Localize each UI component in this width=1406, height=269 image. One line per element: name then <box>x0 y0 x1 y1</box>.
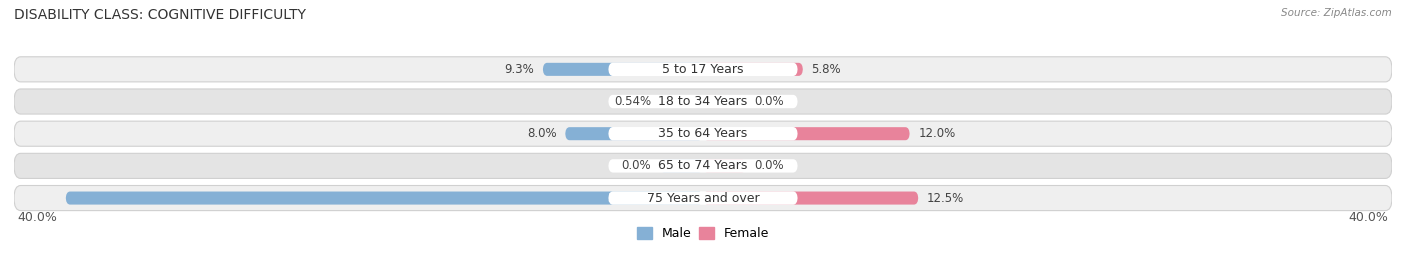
FancyBboxPatch shape <box>609 95 797 108</box>
FancyBboxPatch shape <box>14 89 1392 114</box>
FancyBboxPatch shape <box>703 159 747 172</box>
FancyBboxPatch shape <box>609 127 797 140</box>
FancyBboxPatch shape <box>703 95 747 108</box>
FancyBboxPatch shape <box>14 153 1392 178</box>
Legend: Male, Female: Male, Female <box>631 222 775 245</box>
Text: 12.5%: 12.5% <box>927 192 965 204</box>
FancyBboxPatch shape <box>659 159 703 172</box>
Text: 35 to 64 Years: 35 to 64 Years <box>658 127 748 140</box>
Text: 8.0%: 8.0% <box>527 127 557 140</box>
FancyBboxPatch shape <box>693 95 703 108</box>
FancyBboxPatch shape <box>703 63 803 76</box>
FancyBboxPatch shape <box>14 57 1392 82</box>
FancyBboxPatch shape <box>609 159 797 172</box>
Text: 40.0%: 40.0% <box>1348 211 1389 224</box>
FancyBboxPatch shape <box>703 127 910 140</box>
Text: 65 to 74 Years: 65 to 74 Years <box>658 159 748 172</box>
FancyBboxPatch shape <box>66 192 703 205</box>
FancyBboxPatch shape <box>565 127 703 140</box>
Text: Source: ZipAtlas.com: Source: ZipAtlas.com <box>1281 8 1392 18</box>
Text: 0.54%: 0.54% <box>614 95 651 108</box>
Text: 75 Years and over: 75 Years and over <box>647 192 759 204</box>
Text: DISABILITY CLASS: COGNITIVE DIFFICULTY: DISABILITY CLASS: COGNITIVE DIFFICULTY <box>14 8 307 22</box>
FancyBboxPatch shape <box>14 121 1392 146</box>
Text: 5 to 17 Years: 5 to 17 Years <box>662 63 744 76</box>
Text: 0.0%: 0.0% <box>755 159 785 172</box>
Text: 9.3%: 9.3% <box>505 63 534 76</box>
FancyBboxPatch shape <box>543 63 703 76</box>
FancyBboxPatch shape <box>703 192 918 205</box>
Text: 37.0%: 37.0% <box>607 192 648 204</box>
Text: 12.0%: 12.0% <box>918 127 956 140</box>
FancyBboxPatch shape <box>609 191 797 205</box>
Text: 5.8%: 5.8% <box>811 63 841 76</box>
FancyBboxPatch shape <box>14 186 1392 211</box>
FancyBboxPatch shape <box>609 63 797 76</box>
Text: 40.0%: 40.0% <box>17 211 58 224</box>
Text: 0.0%: 0.0% <box>621 159 651 172</box>
Text: 0.0%: 0.0% <box>755 95 785 108</box>
Text: 18 to 34 Years: 18 to 34 Years <box>658 95 748 108</box>
